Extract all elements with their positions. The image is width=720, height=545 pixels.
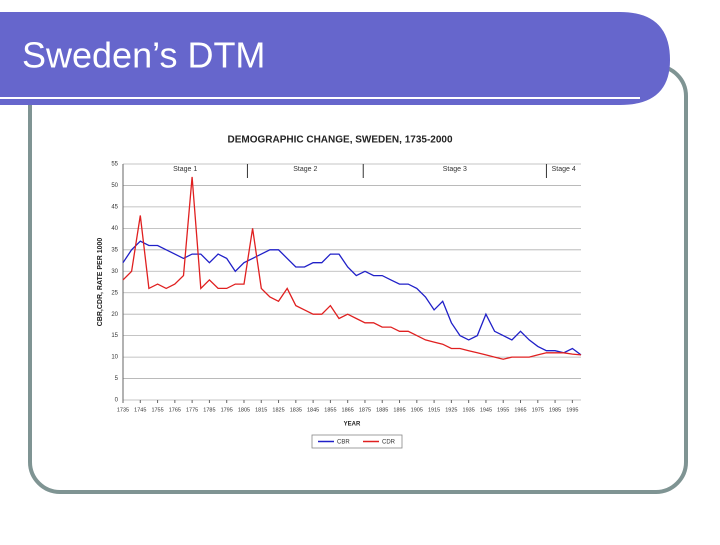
x-tick-label: 1785 [203,407,215,413]
x-tick-label: 1765 [169,407,181,413]
x-tick-label: 1925 [445,407,457,413]
slide-title: Sweden’s DTM [22,35,265,76]
x-tick-label: 1745 [134,407,146,413]
data-line [122,240,582,356]
x-tick-label: 1905 [411,407,423,413]
x-tick-label: 1945 [480,407,492,413]
y-tick-label: 20 [111,312,118,318]
x-tick-label: 1735 [117,407,129,413]
y-tick-label: 35 [111,247,118,253]
x-tick-label: 1815 [255,407,267,413]
x-tick-label: 1935 [463,407,475,413]
y-tick-label: 0 [115,398,119,404]
x-tick-label: 1855 [324,407,336,413]
x-tick-label: 1805 [238,407,250,413]
y-tick-label: 10 [111,355,118,361]
x-tick-label: 1915 [428,407,440,413]
stage-label: Stage 3 [443,166,467,173]
x-tick-label: 1845 [307,407,319,413]
x-tick-label: 1875 [359,407,371,413]
y-tick-label: 15 [111,333,118,339]
legend-label: CBR [337,440,350,446]
legend-label: CDR [382,440,396,446]
x-tick-label: 1825 [272,407,284,413]
x-axis-label: YEAR [344,422,361,428]
stage-label: Stage 1 [173,166,197,173]
y-tick-label: 50 [111,183,118,189]
x-tick-label: 1885 [376,407,388,413]
x-tick-label: 1775 [186,407,198,413]
x-tick-label: 1965 [514,407,526,413]
x-tick-label: 1865 [342,407,354,413]
data-line [122,176,582,360]
x-tick-label: 1995 [566,407,578,413]
x-tick-label: 1895 [393,407,405,413]
y-axis-label: CBR,CDR, RATE PER 1000 [97,238,104,327]
y-tick-label: 40 [111,226,118,232]
y-tick-label: 25 [111,290,118,296]
y-tick-label: 5 [115,376,119,382]
stage-label: Stage 4 [552,166,576,173]
slide-frame [28,64,688,494]
y-tick-label: 55 [111,162,118,168]
stage-label: Stage 2 [293,166,317,173]
chart-title: DEMOGRAPHIC CHANGE, SWEDEN, 1735-2000 [227,135,452,146]
y-tick-label: 45 [111,204,118,210]
title-bar [0,12,670,105]
x-tick-label: 1755 [151,407,163,413]
y-tick-label: 30 [111,269,118,275]
x-tick-label: 1795 [221,407,233,413]
x-tick-label: 1835 [290,407,302,413]
x-tick-label: 1975 [532,407,544,413]
x-tick-label: 1955 [497,407,509,413]
legend-box [311,434,403,449]
x-tick-label: 1985 [549,407,561,413]
